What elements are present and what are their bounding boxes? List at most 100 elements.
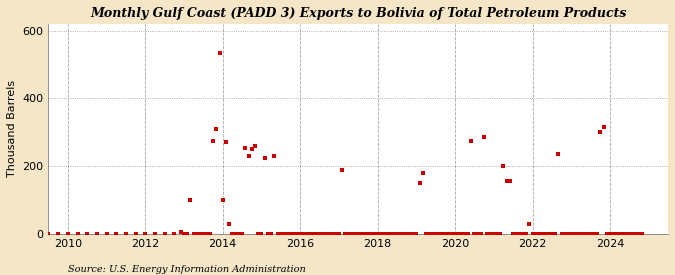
Point xyxy=(369,232,380,236)
Text: Source: U.S. Energy Information Administration: Source: U.S. Energy Information Administ… xyxy=(68,265,305,274)
Point xyxy=(427,232,438,236)
Point xyxy=(489,232,500,236)
Point xyxy=(504,179,515,184)
Point xyxy=(43,232,54,236)
Point xyxy=(572,232,583,236)
Point xyxy=(221,140,232,145)
Point xyxy=(379,232,389,236)
Point xyxy=(63,232,74,236)
Point xyxy=(417,171,428,175)
Point xyxy=(566,232,576,236)
Point xyxy=(598,125,609,130)
Point xyxy=(237,232,248,236)
Point xyxy=(437,232,448,236)
Point xyxy=(53,232,63,236)
Point xyxy=(514,232,525,236)
Point xyxy=(205,232,215,236)
Point xyxy=(456,232,467,236)
Point xyxy=(592,232,603,236)
Point xyxy=(130,232,141,236)
Point xyxy=(243,154,254,158)
Point xyxy=(353,232,364,236)
Point xyxy=(192,232,202,236)
Point xyxy=(188,232,199,236)
Point xyxy=(359,232,370,236)
Point xyxy=(211,127,221,131)
Point xyxy=(549,232,560,236)
Point xyxy=(527,232,538,236)
Point xyxy=(121,232,132,236)
Point xyxy=(404,232,415,236)
Point xyxy=(214,51,225,55)
Point xyxy=(82,232,92,236)
Point xyxy=(498,164,509,168)
Point xyxy=(230,232,241,236)
Point xyxy=(321,232,331,236)
Point xyxy=(479,135,489,140)
Point xyxy=(518,232,529,236)
Point xyxy=(343,232,354,236)
Point xyxy=(253,232,264,236)
Point xyxy=(169,232,180,236)
Point xyxy=(388,232,399,236)
Point xyxy=(263,232,273,236)
Point xyxy=(589,232,599,236)
Point xyxy=(195,232,206,236)
Point xyxy=(433,232,444,236)
Point xyxy=(72,232,83,236)
Point xyxy=(266,232,277,236)
Point xyxy=(224,222,235,226)
Point xyxy=(330,232,341,236)
Point xyxy=(446,232,457,236)
Point xyxy=(385,232,396,236)
Point xyxy=(362,232,373,236)
Point xyxy=(556,232,567,236)
Point xyxy=(317,232,328,236)
Point xyxy=(295,232,306,236)
Point xyxy=(511,232,522,236)
Point xyxy=(346,232,357,236)
Point xyxy=(240,145,250,150)
Point xyxy=(462,232,473,236)
Point xyxy=(502,179,512,184)
Point xyxy=(179,232,190,236)
Point xyxy=(431,232,441,236)
Point xyxy=(272,232,283,236)
Point xyxy=(637,232,647,236)
Point xyxy=(246,147,257,152)
Point xyxy=(208,139,219,143)
Point xyxy=(634,232,645,236)
Point xyxy=(333,232,344,236)
Point xyxy=(482,232,493,236)
Point xyxy=(159,232,170,236)
Point xyxy=(217,198,228,202)
Point xyxy=(382,232,393,236)
Point xyxy=(582,232,593,236)
Point xyxy=(288,232,299,236)
Point xyxy=(392,232,402,236)
Point xyxy=(540,232,551,236)
Point xyxy=(605,232,616,236)
Point xyxy=(398,232,409,236)
Point xyxy=(627,232,638,236)
Point xyxy=(563,232,574,236)
Point xyxy=(424,232,435,236)
Point xyxy=(414,181,425,185)
Point xyxy=(578,232,589,236)
Point xyxy=(491,232,502,236)
Point xyxy=(308,232,319,236)
Point xyxy=(621,232,632,236)
Point xyxy=(534,232,545,236)
Title: Monthly Gulf Coast (PADD 3) Exports to Bolivia of Total Petroleum Products: Monthly Gulf Coast (PADD 3) Exports to B… xyxy=(90,7,626,20)
Point xyxy=(395,232,406,236)
Point xyxy=(624,232,634,236)
Point xyxy=(560,232,570,236)
Point xyxy=(101,232,112,236)
Point xyxy=(327,232,338,236)
Point xyxy=(547,232,558,236)
Point xyxy=(282,232,293,236)
Point xyxy=(366,232,377,236)
Point xyxy=(466,139,477,143)
Point xyxy=(460,232,470,236)
Point xyxy=(269,154,279,158)
